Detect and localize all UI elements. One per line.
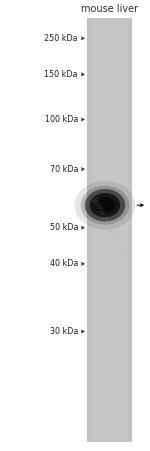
Text: 30 kDa: 30 kDa xyxy=(50,327,78,336)
Text: 100 kDa: 100 kDa xyxy=(45,115,78,124)
Text: WWW.TGAB3.COM: WWW.TGAB3.COM xyxy=(89,196,127,255)
Ellipse shape xyxy=(81,186,129,225)
Text: 40 kDa: 40 kDa xyxy=(50,259,78,268)
Bar xyxy=(92,18,128,442)
Text: 70 kDa: 70 kDa xyxy=(50,165,78,174)
Text: 150 kDa: 150 kDa xyxy=(45,70,78,79)
Text: mouse liver: mouse liver xyxy=(81,4,138,14)
Ellipse shape xyxy=(85,189,125,221)
Ellipse shape xyxy=(75,181,135,230)
Ellipse shape xyxy=(95,197,115,213)
Text: 250 kDa: 250 kDa xyxy=(44,34,78,43)
Text: 50 kDa: 50 kDa xyxy=(50,223,78,232)
Bar xyxy=(87,18,132,442)
Ellipse shape xyxy=(90,193,120,217)
